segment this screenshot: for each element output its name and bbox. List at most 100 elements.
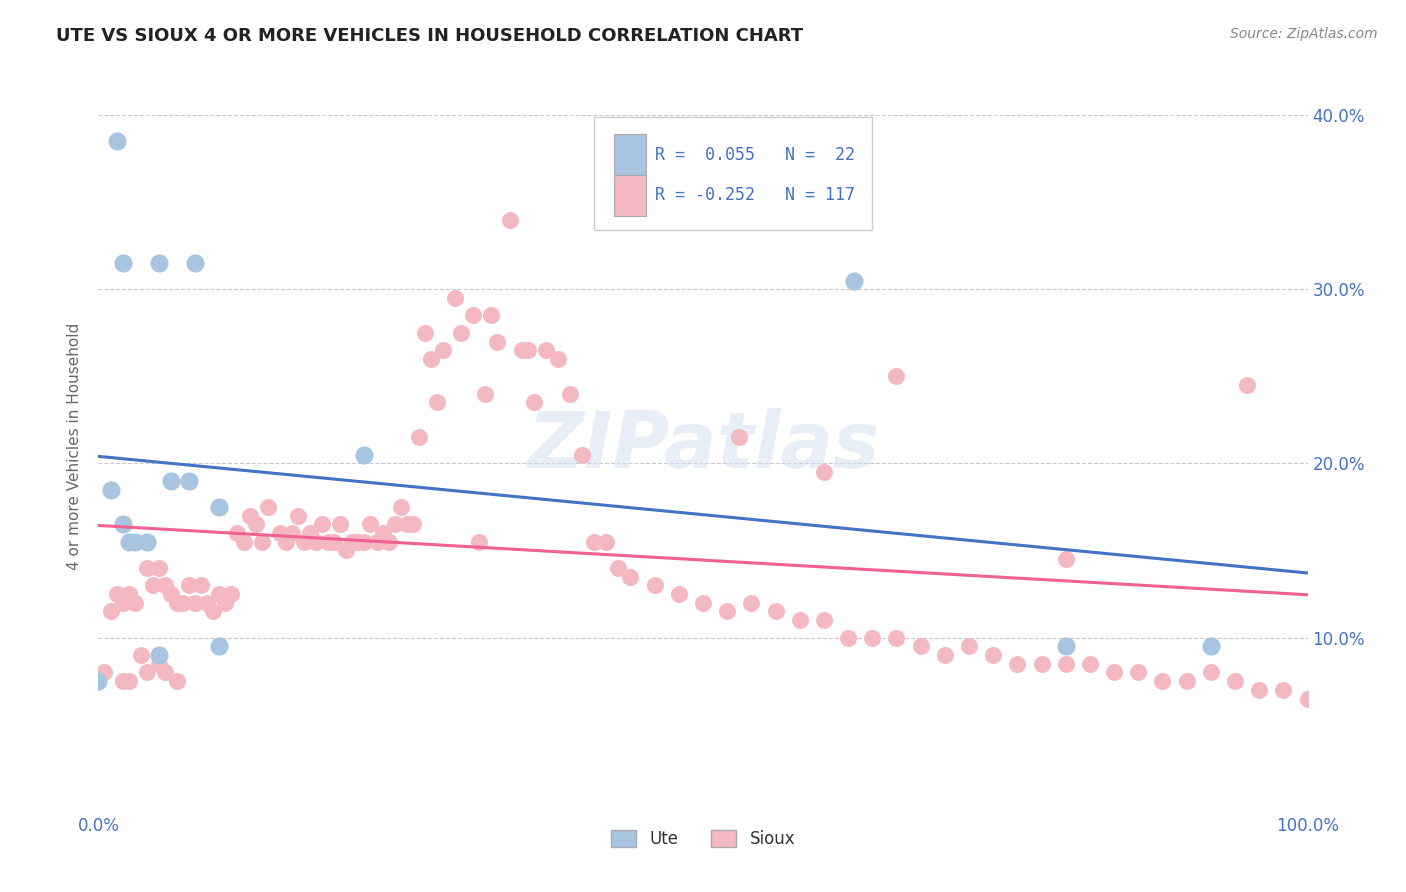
Point [245,517,267,532]
Point [195,596,218,610]
Point [93,665,115,680]
Point [153,578,176,592]
Point [105,134,128,148]
Point [221,587,243,601]
Point [837,631,859,645]
Point [329,517,352,532]
Point [135,665,157,680]
Point [813,465,835,479]
Point [789,613,811,627]
Point [384,517,406,532]
Point [274,534,297,549]
Point [844,274,866,288]
Point [111,517,134,532]
Point [607,561,630,575]
Point [179,474,201,488]
Point [353,448,375,462]
Point [408,430,430,444]
Point [226,526,249,541]
Point [420,351,443,366]
Point [534,343,557,358]
Point [765,604,787,618]
Point [111,674,134,689]
Point [981,648,1004,662]
Point [389,500,412,514]
Point [342,534,364,549]
Point [184,256,207,270]
Point [516,343,538,358]
Point [402,517,425,532]
Point [190,578,212,592]
Point [450,326,472,340]
Point [432,343,454,358]
Point [292,534,315,549]
Y-axis label: 4 or more Vehicles in Household: 4 or more Vehicles in Household [67,322,83,570]
Point [148,648,170,662]
Point [281,526,304,541]
Point [1102,665,1125,680]
Point [366,534,388,549]
Point [124,534,146,549]
Point [305,534,328,549]
FancyBboxPatch shape [613,175,647,217]
Point [135,561,157,575]
Legend: Ute, Sioux: Ute, Sioux [605,823,801,855]
Point [105,587,128,601]
Point [668,587,690,601]
Point [160,587,183,601]
Point [1223,674,1246,689]
Point [692,596,714,610]
Point [214,596,236,610]
Point [1054,640,1077,654]
Point [184,596,207,610]
Point [510,343,533,358]
Text: R = -0.252   N = 117: R = -0.252 N = 117 [655,186,855,204]
Point [813,613,835,627]
Point [100,483,122,497]
Point [316,534,339,549]
Point [1054,552,1077,566]
Point [371,526,394,541]
Point [129,648,152,662]
Point [547,351,569,366]
Point [335,543,357,558]
Point [111,596,134,610]
Point [118,587,141,601]
Point [239,508,262,523]
Point [395,517,418,532]
Point [957,640,980,654]
Point [208,500,231,514]
Point [1199,665,1222,680]
Point [481,309,503,323]
Point [1272,682,1295,697]
Point [347,534,370,549]
Point [1296,691,1319,706]
Point [124,596,146,610]
Point [1128,665,1150,680]
Point [523,395,546,409]
Point [1199,640,1222,654]
Point [360,517,382,532]
Point [208,640,231,654]
Point [498,212,520,227]
Point [148,561,170,575]
Point [934,648,956,662]
Point [426,395,449,409]
Point [353,534,375,549]
Text: ZIPatlas: ZIPatlas [527,408,879,484]
FancyBboxPatch shape [595,117,872,230]
Point [1007,657,1029,671]
Point [595,534,617,549]
Point [463,309,485,323]
Point [118,534,141,549]
Text: R =  0.055   N =  22: R = 0.055 N = 22 [655,146,855,164]
Point [153,665,176,680]
Point [323,534,346,549]
Point [583,534,606,549]
Point [910,640,932,654]
Point [250,534,273,549]
Point [148,256,170,270]
Point [886,631,908,645]
FancyBboxPatch shape [613,135,647,176]
Point [166,674,188,689]
